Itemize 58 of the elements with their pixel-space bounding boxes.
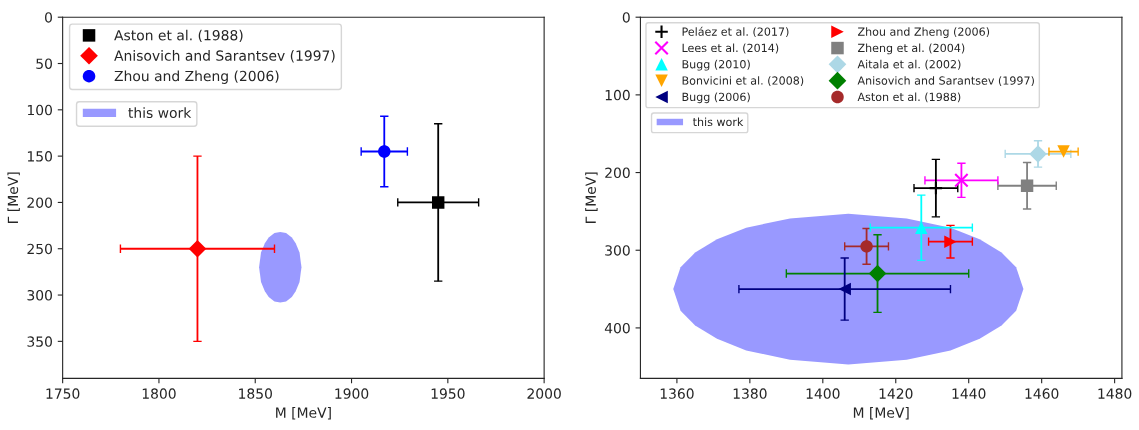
point xyxy=(838,282,851,296)
x-tick-label: 1420 xyxy=(879,388,913,399)
point xyxy=(1057,145,1070,158)
legend-label: Lees et al. (2014) xyxy=(682,43,779,54)
x-tick-label: 1380 xyxy=(733,388,767,399)
x-tick-label: 2000 xyxy=(527,388,561,399)
y-tick-label: 100 xyxy=(605,89,630,101)
y-tick-label: 250 xyxy=(27,243,52,255)
y-tick-label: 50 xyxy=(36,58,52,69)
x-tick-label: 1850 xyxy=(239,388,272,399)
legend-label: Bonvicini et al. (2008) xyxy=(682,76,804,87)
y-axis-title: Γ [MeV] xyxy=(7,172,20,223)
point xyxy=(868,264,887,283)
legend-label: Bugg (2006) xyxy=(682,92,750,104)
point xyxy=(188,239,207,258)
point xyxy=(1020,179,1034,192)
x-axis-title: M [MeV] xyxy=(276,407,331,420)
x-tick-label: 1950 xyxy=(431,388,465,399)
point xyxy=(915,221,928,234)
x-axis-title: M [MeV] xyxy=(853,407,909,420)
x-tick-label: 1360 xyxy=(660,388,694,399)
point xyxy=(928,180,944,196)
point xyxy=(860,240,873,253)
legend-label: Aston et al. (1988) xyxy=(857,92,961,103)
y-tick-label: 0 xyxy=(622,12,630,23)
y-tick-label: 0 xyxy=(45,12,52,23)
y-tick-label: 300 xyxy=(27,290,52,301)
x-tick-label: 1460 xyxy=(1025,388,1059,399)
x-tick-label: 1800 xyxy=(142,388,176,399)
legend-label: Anisovich and Sarantsev (1997) xyxy=(114,50,335,63)
legend-label: Zheng et al. (2004) xyxy=(857,43,965,55)
x-tick-label: 1440 xyxy=(952,388,986,399)
x-tick-label: 1900 xyxy=(335,388,369,399)
legend-label: this work xyxy=(692,117,744,127)
y-tick-label: 400 xyxy=(604,322,630,334)
y-tick-label: 300 xyxy=(605,245,630,256)
legend-label: Aston et al. (1988) xyxy=(114,29,243,43)
y-tick-label: 200 xyxy=(27,197,52,208)
legend-label: Zhou and Zheng (2006) xyxy=(114,70,279,84)
legend-label: Bugg (2010) xyxy=(682,59,750,71)
point xyxy=(431,196,445,209)
x-tick-label: 1400 xyxy=(806,388,840,399)
legend-label: Peláez et al. (2017) xyxy=(682,26,789,38)
point xyxy=(944,235,957,248)
y-tick-label: 350 xyxy=(27,336,52,347)
legend-label: Anisovich and Sarantsev (1997) xyxy=(857,76,1034,87)
point xyxy=(1029,145,1047,163)
y-axis-title: Γ [MeV] xyxy=(585,172,598,223)
legend-label: this work xyxy=(128,107,192,119)
x-tick-label: 1480 xyxy=(1098,388,1132,399)
legend-label: Aitala et al. (2002) xyxy=(857,59,961,70)
x-tick-label: 1750 xyxy=(46,388,80,399)
point xyxy=(954,173,969,188)
y-tick-label: 100 xyxy=(27,104,52,116)
legend-label: Zhou and Zheng (2006) xyxy=(857,27,990,38)
y-tick-label: 200 xyxy=(605,167,630,179)
y-tick-label: 150 xyxy=(27,151,52,162)
point xyxy=(378,145,391,158)
